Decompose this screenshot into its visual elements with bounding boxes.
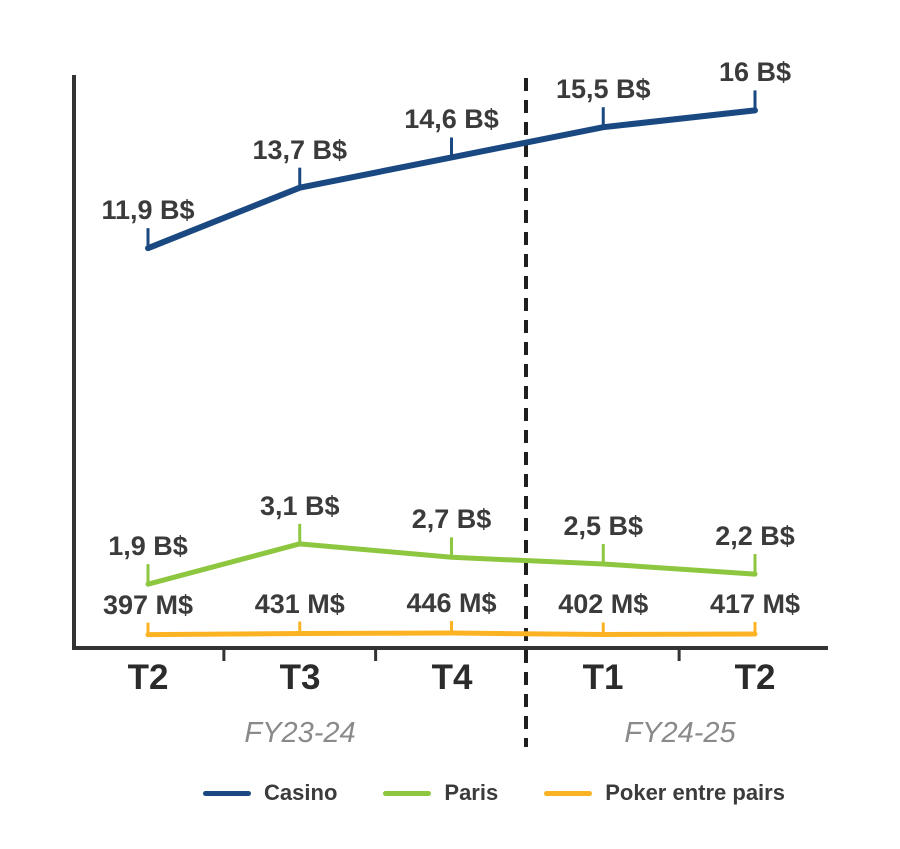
legend-label-poker-entre-pairs: Poker entre pairs <box>605 780 785 805</box>
fiscal-year-label-fy24-25: FY24-25 <box>624 717 736 749</box>
legend: Casino Paris Poker entre pairs <box>44 782 900 804</box>
fiscal-year-label-fy23-24: FY23-24 <box>244 717 356 749</box>
legend-item-poker-entre-pairs: Poker entre pairs <box>544 782 785 804</box>
casino-line <box>145 107 758 252</box>
x-axis-label: T2 <box>734 658 776 697</box>
legend-item-casino: Casino <box>203 782 337 804</box>
x-axis-label: T3 <box>279 658 321 697</box>
casino-line-swatch <box>203 790 252 796</box>
poker-entre-pairs-line-swatch <box>544 790 593 796</box>
x-axis-label: T4 <box>431 658 473 697</box>
x-axis-label: T1 <box>582 658 624 697</box>
paris-line <box>145 541 758 587</box>
legend-item-paris: Paris <box>383 782 498 804</box>
poker-entre-pairs-line <box>145 630 758 638</box>
legend-label-paris: Paris <box>444 780 499 805</box>
paris-line-swatch <box>383 790 432 796</box>
legend-label-casino: Casino <box>264 780 338 805</box>
x-axis-labels: T2 T3 T4 T1 T2 <box>0 660 900 700</box>
x-axis-label: T2 <box>127 658 169 697</box>
